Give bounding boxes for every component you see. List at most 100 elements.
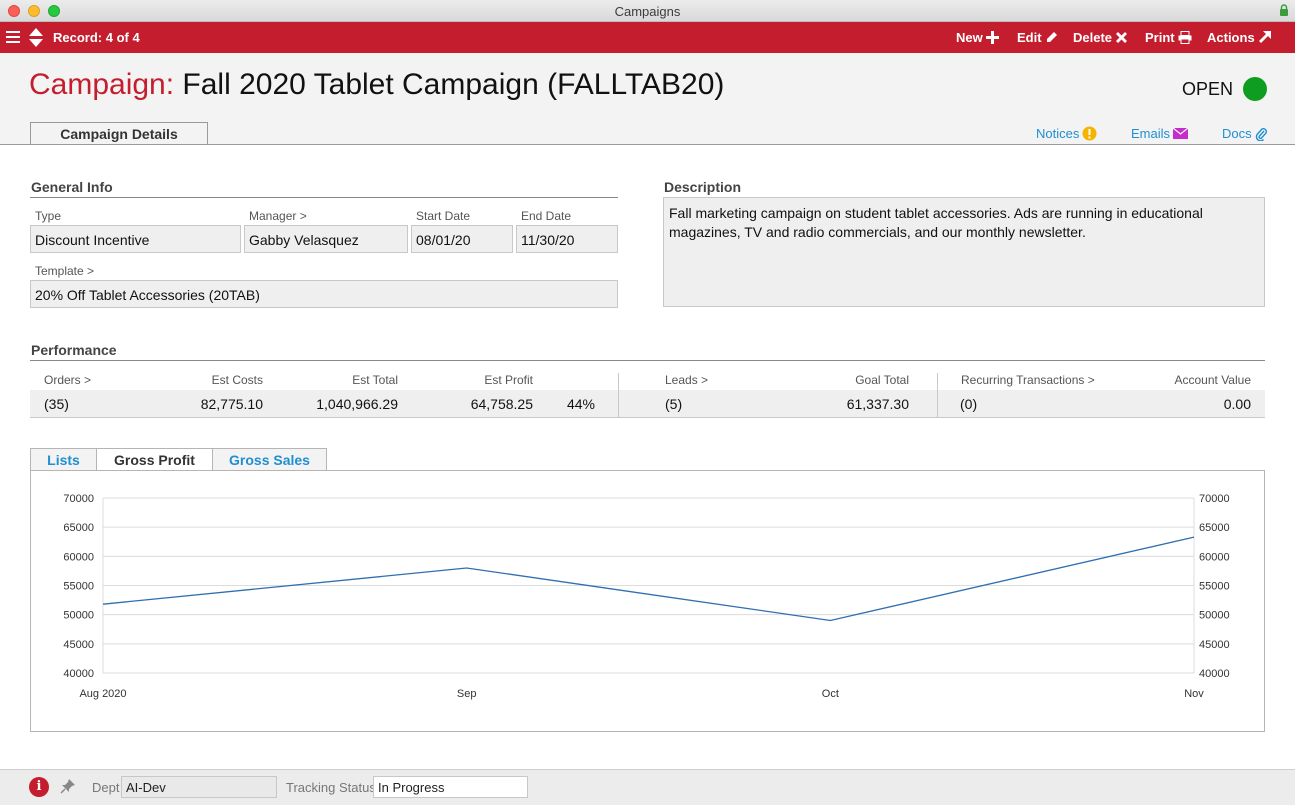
x-icon (1116, 32, 1128, 43)
account-value-label: Account Value (1174, 373, 1252, 387)
chart-panel: 70000 70000 65000 65000 60000 60000 55000 55000… (30, 470, 1265, 732)
series-line (102, 536, 1195, 622)
est-costs-label: Est Costs (211, 373, 263, 387)
new-label: New (956, 30, 983, 45)
y-tick-label-right: 55000 (1199, 581, 1230, 593)
y-tick-label-left: 55000 (63, 581, 94, 593)
y-tick-label-left: 60000 (63, 551, 94, 563)
performance-divider (30, 360, 1265, 361)
y-tick-label-left: 45000 (63, 639, 94, 651)
x-tick-label: Oct (822, 688, 839, 700)
type-field[interactable]: Discount Incentive (30, 225, 241, 253)
leads-label[interactable]: Leads > (665, 373, 709, 387)
tracking-status-field[interactable]: In Progress (373, 776, 528, 798)
edit-button[interactable]: Edit (1017, 30, 1058, 45)
y-tick-label-right: 60000 (1199, 551, 1230, 563)
tab-gross-profit[interactable]: Gross Profit (96, 448, 213, 472)
minimize-window-button[interactable] (28, 5, 40, 17)
est-total-label: Est Total (352, 373, 398, 387)
template-field[interactable]: 20% Off Tablet Accessories (20TAB) (30, 280, 618, 308)
manager-label[interactable]: Manager > (249, 209, 307, 223)
actions-label: Actions (1207, 30, 1255, 45)
general-info-heading: General Info (31, 179, 113, 195)
pin-icon[interactable] (60, 778, 76, 794)
end-date-field[interactable]: 11/30/20 (516, 225, 618, 253)
description-heading: Description (664, 179, 742, 195)
plus-icon (985, 31, 999, 44)
gross-profit-chart: 70000 70000 65000 65000 60000 60000 55000 55000… (63, 493, 1230, 700)
record-toolbar: Record: 4 of 4 New Edit Delete Print Act… (0, 22, 1295, 53)
start-date-label: Start Date (416, 209, 471, 223)
new-button[interactable]: New (956, 30, 999, 45)
printer-icon (1178, 31, 1192, 44)
y-tick-label-left: 50000 (63, 610, 94, 622)
tab-campaign-details[interactable]: Campaign Details (30, 122, 208, 146)
arrow-out-icon (1258, 31, 1271, 43)
tab-lists[interactable]: Lists (30, 448, 97, 471)
performance-row (30, 390, 1265, 418)
page-title: Campaign: Fall 2020 Tablet Campaign (FAL… (29, 68, 724, 102)
menu-icon[interactable] (6, 31, 20, 43)
edit-label: Edit (1017, 30, 1042, 45)
est-costs-value: 82,775.10 (200, 396, 263, 412)
docs-link[interactable]: Docs (1222, 126, 1268, 141)
x-tick-label: Aug 2020 (79, 688, 126, 700)
tab-gross-sales[interactable]: Gross Sales (212, 448, 327, 471)
lock-icon (1280, 4, 1288, 16)
status-text: OPEN (1181, 78, 1233, 99)
y-tick-label-left: 65000 (63, 522, 94, 534)
notices-link[interactable]: Notices (1036, 126, 1097, 141)
dept-label: Dept (92, 780, 120, 795)
y-tick-label-right: 45000 (1199, 639, 1230, 651)
status-dot-icon (1243, 77, 1267, 101)
notices-label: Notices (1036, 126, 1080, 141)
delete-button[interactable]: Delete (1073, 30, 1128, 45)
record-navigator-icon[interactable] (28, 27, 44, 48)
y-tick-label-right: 50000 (1199, 610, 1230, 622)
manager-field[interactable]: Gabby Velasquez (244, 225, 408, 253)
status-indicator: OPEN (1182, 77, 1267, 101)
print-button[interactable]: Print (1145, 30, 1192, 45)
window-titlebar: Campaigns (0, 0, 1295, 22)
emails-link[interactable]: Emails (1131, 126, 1189, 141)
y-tick-label-left: 70000 (63, 493, 94, 505)
start-date-field[interactable]: 08/01/20 (411, 225, 513, 253)
est-profit-label: Est Profit (484, 373, 533, 387)
margin-value: 44% (566, 396, 595, 412)
emails-label: Emails (1131, 126, 1171, 141)
tab-divider (0, 144, 1295, 145)
y-tick-label-right: 70000 (1199, 493, 1230, 505)
description-field[interactable]: Fall marketing campaign on student table… (663, 197, 1265, 307)
general-info-divider (30, 197, 618, 198)
x-tick-label: Nov (1184, 688, 1204, 700)
recurring-value[interactable]: (0) (960, 396, 978, 412)
est-profit-value: 64,758.25 (470, 396, 533, 412)
page-title-label: Campaign: (29, 68, 175, 101)
campaign-name: Fall 2020 Tablet Campaign (FALLTAB20) (182, 68, 725, 101)
y-tick-label-right: 65000 (1199, 522, 1230, 534)
account-value: 0.00 (1223, 396, 1251, 412)
x-tick-label: Sep (457, 688, 477, 700)
pencil-icon (1046, 32, 1057, 42)
performance-separator (937, 373, 938, 418)
goal-total-label: Goal Total (855, 373, 909, 387)
dept-field[interactable]: AI-Dev (121, 776, 277, 798)
end-date-label: End Date (521, 209, 572, 223)
template-label[interactable]: Template > (35, 264, 95, 278)
close-window-button[interactable] (8, 5, 20, 17)
leads-value[interactable]: (5) (665, 396, 683, 412)
goal-total-value: 61,337.30 (846, 396, 909, 412)
tracking-status-label: Tracking Status (286, 780, 376, 795)
recurring-label[interactable]: Recurring Transactions > (961, 373, 1095, 387)
type-label: Type (35, 209, 62, 223)
zoom-window-button[interactable] (48, 5, 60, 17)
orders-label[interactable]: Orders > (44, 373, 92, 387)
y-tick-label-left: 40000 (63, 668, 94, 680)
info-icon[interactable]: i (29, 777, 49, 797)
actions-button[interactable]: Actions (1207, 30, 1271, 45)
orders-value[interactable]: (35) (44, 396, 69, 412)
print-label: Print (1145, 30, 1175, 45)
performance-heading: Performance (31, 342, 117, 358)
window-title: Campaigns (614, 4, 681, 19)
delete-label: Delete (1073, 30, 1113, 45)
